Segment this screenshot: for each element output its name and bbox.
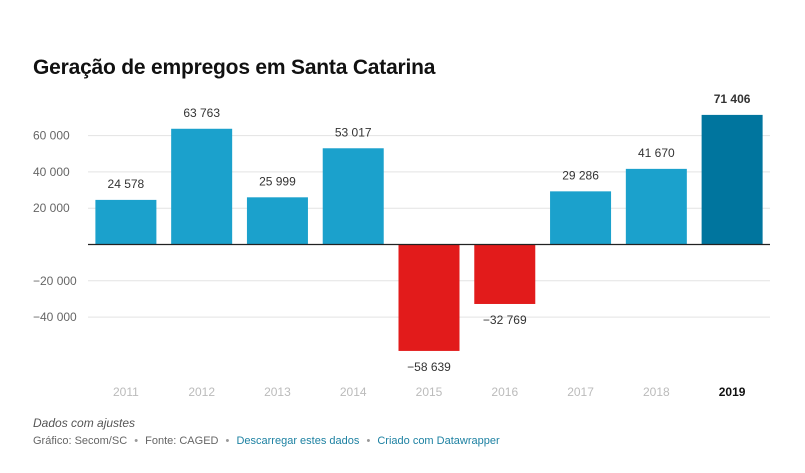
y-tick-label: 60 000	[33, 129, 70, 143]
highlight-label-bg	[713, 381, 752, 401]
x-tick-label: 2014	[340, 385, 367, 399]
data-label: −32 769	[483, 313, 527, 327]
x-tick-label: 2015	[416, 385, 443, 399]
x-tick-label: 2018	[643, 385, 670, 399]
data-label: 63 763	[183, 106, 220, 120]
bar-2018	[625, 168, 687, 245]
y-tick-label: −20 000	[33, 274, 77, 288]
datawrapper-link[interactable]: Criado com Datawrapper	[377, 435, 500, 447]
data-label: 53 017	[335, 125, 372, 139]
data-label: 71 406	[714, 92, 751, 106]
chart-notes: Dados com ajustes	[33, 416, 136, 430]
bar-2013	[246, 197, 308, 245]
data-label: 29 286	[562, 168, 599, 182]
chart-footer: Gráfico: Secom/SC • Fonte: CAGED • Desca…	[33, 435, 500, 447]
y-tick-label: 40 000	[33, 165, 70, 179]
footer-separator: •	[225, 435, 230, 447]
bar-2016	[474, 244, 536, 304]
bar-2017	[550, 191, 612, 245]
y-tick-label: −40 000	[33, 310, 77, 324]
bar-2019	[701, 114, 763, 245]
source-credit: Gráfico: Secom/SC	[33, 435, 128, 447]
x-tick-label: 2011	[113, 385, 139, 399]
y-tick-label: 20 000	[33, 201, 70, 215]
bar-2015	[398, 244, 460, 351]
chart-title: Geração de empregos em Santa Catarina	[33, 56, 436, 79]
x-tick-label: 2013	[264, 385, 291, 399]
x-tick-label: 2019	[719, 385, 746, 399]
data-label: −58 639	[407, 360, 451, 374]
data-source: Fonte: CAGED	[145, 435, 219, 447]
bar-2011	[95, 199, 157, 245]
footer-separator: •	[134, 435, 139, 447]
x-tick-label: 2012	[188, 385, 215, 399]
data-label: 25 999	[259, 174, 296, 188]
download-data-link[interactable]: Descarregar estes dados	[236, 435, 360, 447]
x-tick-label: 2017	[567, 385, 594, 399]
bar-2014	[322, 148, 384, 245]
data-label: 41 670	[638, 146, 675, 160]
footer-separator: •	[366, 435, 371, 447]
bar-2012	[171, 128, 233, 245]
x-tick-label: 2016	[491, 385, 518, 399]
data-label: 24 578	[108, 177, 145, 191]
